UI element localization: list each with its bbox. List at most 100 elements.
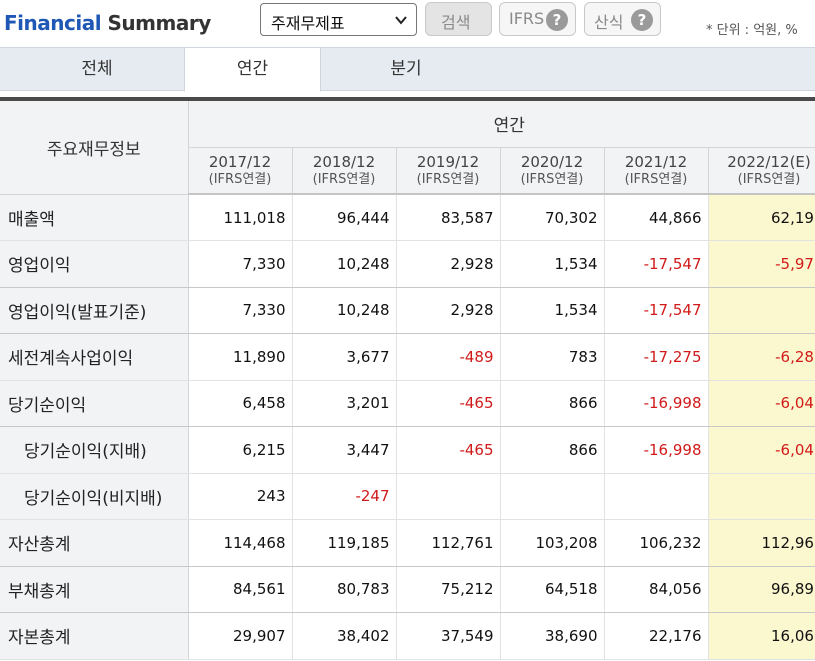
value-cell: 114,468 <box>188 519 293 567</box>
estimate-value-cell: -5,977 <box>707 240 815 288</box>
page-title: Financial Summary <box>4 11 211 35</box>
value-cell: 83,587 <box>396 194 501 241</box>
value-cell: 38,690 <box>500 612 605 660</box>
period-header-estimate: 2022/12(E) (IFRS연결) <box>708 147 815 195</box>
period-basis: (IFRS연결) <box>208 172 272 188</box>
value-cell: 2,928 <box>396 287 501 334</box>
estimate-value-cell: -6,045 <box>707 380 815 427</box>
row-label: 자본총계 <box>0 612 189 660</box>
row-label: 영업이익 <box>0 240 189 288</box>
value-cell: 38,402 <box>292 612 397 660</box>
search-button-label: 검색 <box>441 13 471 32</box>
value-cell: 2,928 <box>396 240 501 288</box>
period-header: 2020/12 (IFRS연결) <box>500 147 605 195</box>
formula-help-button[interactable]: 산식 ? <box>584 2 661 36</box>
row-label: 당기순이익(비지배) <box>0 473 189 520</box>
value-cell: 10,248 <box>292 240 397 288</box>
help-icon: ? <box>631 9 653 31</box>
value-cell: 866 <box>500 380 605 427</box>
estimate-value-cell: 62,196 <box>707 194 815 241</box>
period-header: 2017/12 (IFRS연결) <box>188 147 293 195</box>
value-cell: 29,907 <box>188 612 293 660</box>
period-year: 2020/12 <box>520 153 584 172</box>
value-cell: 1,534 <box>500 287 605 334</box>
tab-all[interactable]: 전체 <box>81 59 113 79</box>
value-cell <box>396 473 501 520</box>
chevron-down-icon <box>395 16 407 25</box>
value-cell: -17,547 <box>604 240 709 288</box>
table-top-rule <box>0 97 815 101</box>
value-cell: 119,185 <box>292 519 397 567</box>
ifrs-label: IFRS <box>509 9 545 28</box>
period-tabs: 전체 연간 분기 <box>0 47 815 92</box>
value-cell: 3,677 <box>292 333 397 381</box>
ifrs-help-button[interactable]: IFRS ? <box>499 2 576 36</box>
value-cell: 37,549 <box>396 612 501 660</box>
estimate-value-cell <box>707 473 815 520</box>
value-cell: 22,176 <box>604 612 709 660</box>
value-cell: 112,761 <box>396 519 501 567</box>
value-cell: -17,547 <box>604 287 709 334</box>
value-cell: 11,890 <box>188 333 293 381</box>
row-label: 세전계속사업이익 <box>0 333 189 381</box>
value-cell: 3,201 <box>292 380 397 427</box>
value-cell: 80,783 <box>292 566 397 613</box>
financial-summary-table: 주요재무정보 연간 2017/12 (IFRS연결) 2018/12 (IFRS연결… <box>0 101 815 660</box>
estimate-value-cell: 96,896 <box>707 566 815 613</box>
tab-annual[interactable]: 연간 <box>184 47 321 92</box>
value-cell: -247 <box>292 473 397 520</box>
period-header: 2018/12 (IFRS연결) <box>292 147 397 195</box>
table-row: 자산총계 114,468 119,185 112,761 103,208 106,232 1… <box>0 519 815 567</box>
search-button[interactable]: 검색 <box>425 2 492 36</box>
row-label: 자산총계 <box>0 519 189 567</box>
tab-quarterly[interactable]: 분기 <box>390 59 422 79</box>
value-cell <box>500 473 605 520</box>
item-header: 주요재무정보 <box>0 101 189 195</box>
value-cell: -465 <box>396 426 501 474</box>
statement-select-value: 주재무제표 <box>271 14 345 33</box>
value-cell: 783 <box>500 333 605 381</box>
value-cell: 70,302 <box>500 194 605 241</box>
value-cell: 10,248 <box>292 287 397 334</box>
value-cell: -16,998 <box>604 426 709 474</box>
table-row: 영업이익(발표기준) 7,330 10,248 2,928 1,534 -17,547 <box>0 287 815 334</box>
period-header: 2019/12 (IFRS연결) <box>396 147 501 195</box>
value-cell: 106,232 <box>604 519 709 567</box>
value-cell: 84,561 <box>188 566 293 613</box>
value-cell: 1,534 <box>500 240 605 288</box>
formula-label: 산식 <box>594 13 624 32</box>
period-header: 2021/12 (IFRS연결) <box>604 147 709 195</box>
help-icon: ? <box>546 9 568 31</box>
estimate-value-cell: -6,045 <box>707 426 815 474</box>
period-basis: (IFRS연결) <box>520 172 584 188</box>
value-cell: -489 <box>396 333 501 381</box>
statement-select[interactable]: 주재무제표 <box>260 3 417 36</box>
value-cell: -16,998 <box>604 380 709 427</box>
value-cell <box>604 473 709 520</box>
value-cell: 6,458 <box>188 380 293 427</box>
title-financial: Financial <box>4 11 102 35</box>
value-cell: 7,330 <box>188 287 293 334</box>
value-cell: -465 <box>396 380 501 427</box>
annual-group-header: 연간 <box>188 101 815 148</box>
value-cell: 7,330 <box>188 240 293 288</box>
period-basis: (IFRS연결) <box>624 172 688 188</box>
table-row: 당기순이익(비지배) 243 -247 <box>0 473 815 520</box>
value-cell: 111,018 <box>188 194 293 241</box>
value-cell: 243 <box>188 473 293 520</box>
value-cell: 866 <box>500 426 605 474</box>
row-label: 매출액 <box>0 194 189 241</box>
row-label: 부채총계 <box>0 566 189 613</box>
row-label: 당기순이익(지배) <box>0 426 189 474</box>
value-cell: -17,275 <box>604 333 709 381</box>
value-cell: 103,208 <box>500 519 605 567</box>
title-summary: Summary <box>107 11 212 35</box>
row-label: 영업이익(발표기준) <box>0 287 189 334</box>
unit-note: * 단위 : 억원, % <box>706 23 798 38</box>
period-year: 2019/12 <box>416 153 480 172</box>
